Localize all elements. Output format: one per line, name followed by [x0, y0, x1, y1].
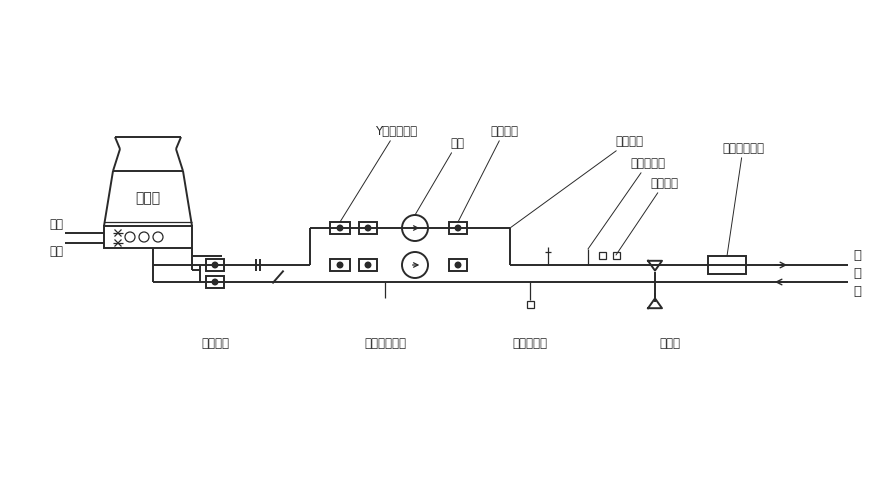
Text: 水流开关: 水流开关 [616, 177, 678, 255]
Text: 电子水处理仪: 电子水处理仪 [722, 142, 764, 256]
Bar [206, 276, 224, 288]
Circle shape [402, 252, 428, 278]
Text: 接
主
机: 接 主 机 [853, 249, 861, 298]
Circle shape [365, 262, 370, 268]
Circle shape [153, 232, 163, 242]
Text: 双金属温度计: 双金属温度计 [364, 337, 406, 350]
Text: 自动排气阀: 自动排气阀 [512, 337, 547, 350]
Circle shape [338, 226, 342, 230]
Text: 泄水阀: 泄水阀 [659, 337, 680, 350]
Bar [449, 222, 467, 234]
Bar [104, 226, 192, 248]
Circle shape [365, 226, 370, 230]
Bar [526, 300, 533, 308]
Circle shape [125, 232, 135, 242]
Text: Y型水过滤器: Y型水过滤器 [340, 125, 417, 222]
Text: 蜗轮蝶阀: 蜗轮蝶阀 [510, 135, 643, 228]
Circle shape [338, 262, 342, 268]
Circle shape [402, 215, 428, 241]
Text: 水泵软接: 水泵软接 [458, 125, 518, 222]
Circle shape [212, 280, 217, 284]
Bar [598, 252, 605, 258]
Bar [449, 259, 467, 271]
Text: 蜗轮蝶阀: 蜗轮蝶阀 [201, 337, 229, 350]
Bar [330, 222, 350, 234]
Circle shape [456, 226, 460, 230]
Text: 冷却塔: 冷却塔 [136, 191, 160, 205]
Text: 水泵: 水泵 [415, 137, 464, 215]
Text: 排污: 排污 [49, 245, 63, 258]
Bar [708, 256, 746, 274]
Bar [330, 259, 350, 271]
Circle shape [139, 232, 149, 242]
Text: 补水: 补水 [49, 218, 63, 231]
Text: 弹簧压力表: 弹簧压力表 [588, 157, 665, 249]
Circle shape [212, 262, 217, 268]
Circle shape [456, 262, 460, 268]
Bar [359, 259, 377, 271]
Bar [612, 252, 620, 258]
Bar [206, 259, 224, 271]
Bar [359, 222, 377, 234]
